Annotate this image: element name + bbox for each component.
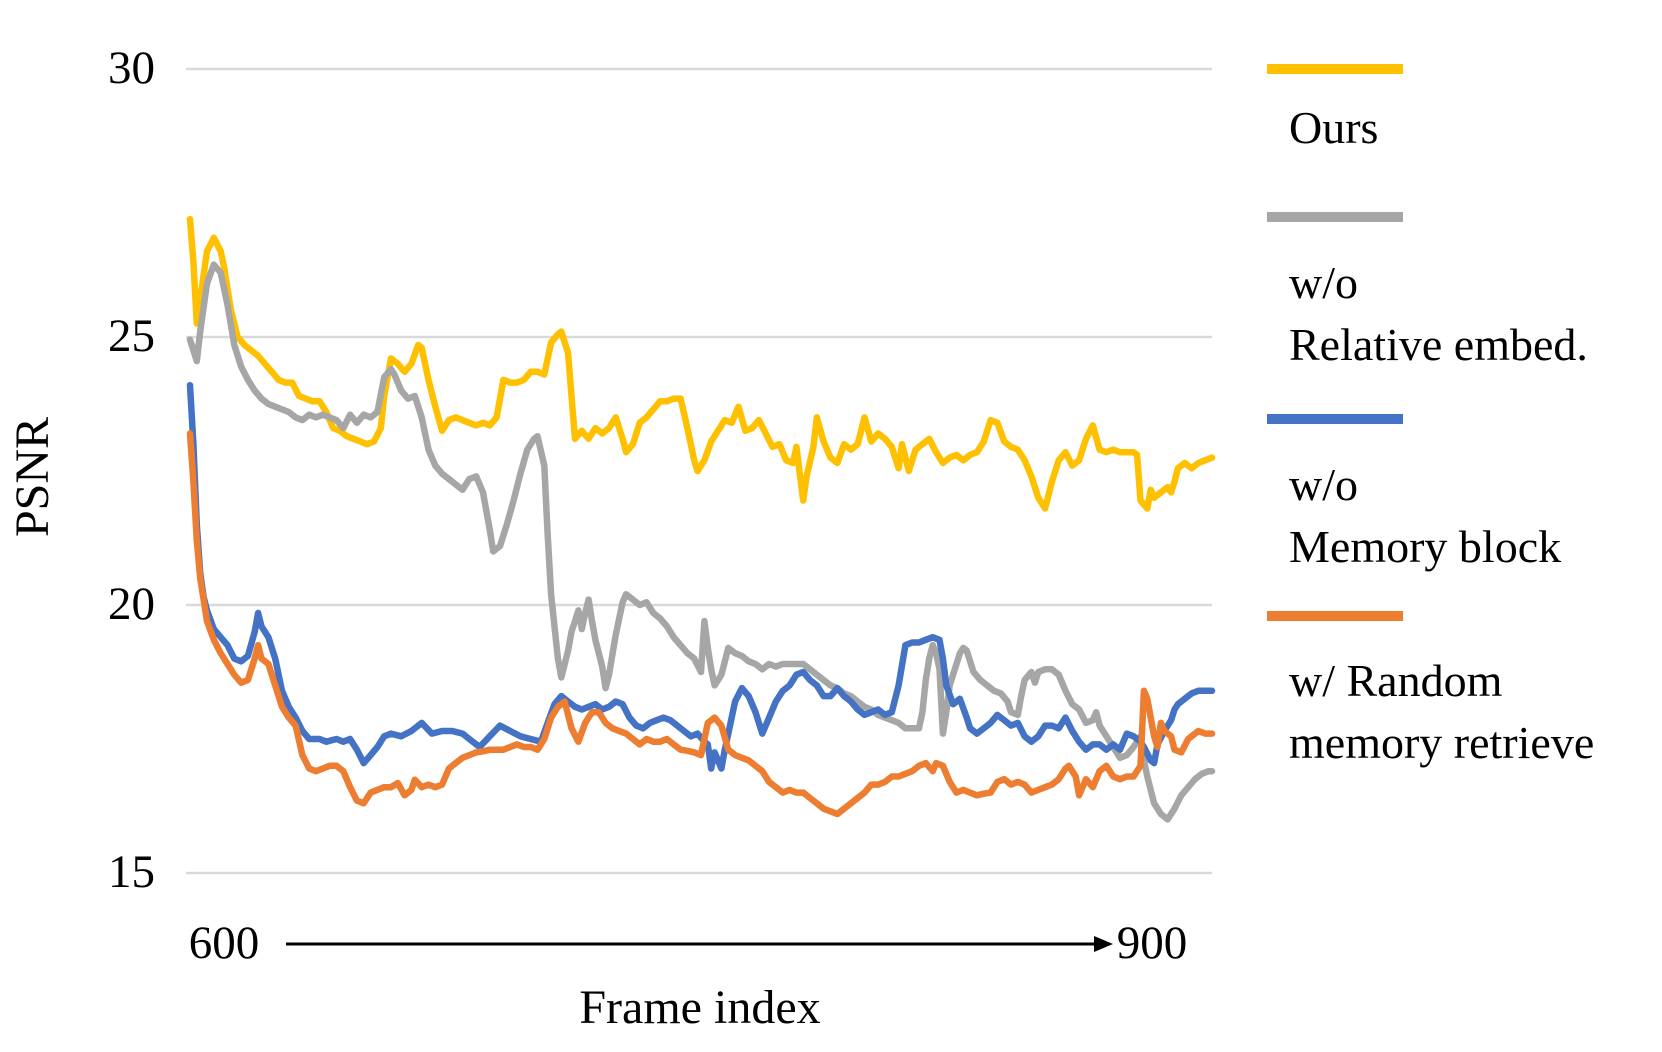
y-tick-30: 30 bbox=[108, 42, 155, 94]
series-line-0 bbox=[186, 215, 1216, 512]
y-tick-15: 15 bbox=[108, 846, 155, 898]
series-line-2 bbox=[186, 381, 1216, 772]
series-line-1 bbox=[186, 261, 1216, 823]
x-tick-900: 900 bbox=[1116, 917, 1188, 969]
x-axis-arrowhead bbox=[1094, 936, 1113, 952]
y-tick-20: 20 bbox=[108, 578, 155, 630]
y-tick-25: 25 bbox=[108, 310, 155, 362]
x-axis-title: Frame index bbox=[579, 981, 821, 1034]
y-axis-title: PSNR bbox=[6, 416, 59, 538]
x-tick-600: 600 bbox=[188, 917, 260, 969]
series-line-3 bbox=[186, 430, 1216, 818]
